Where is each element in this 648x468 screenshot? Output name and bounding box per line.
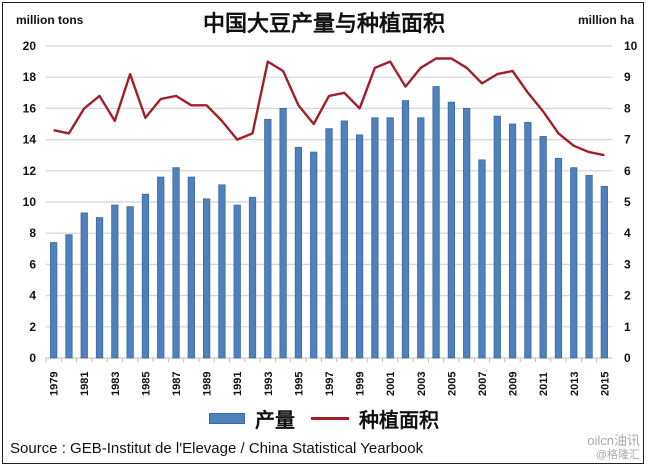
legend-label-area: 种植面积 [359,408,439,432]
x-axis-tick-label: 2005 [446,372,458,396]
bar-production [340,120,348,359]
left-axis-tick: 4 [29,289,36,303]
x-axis-tick-label: 2003 [416,372,428,396]
bar-production [508,123,517,359]
bar-production [539,136,547,359]
left-axis-tick: 6 [29,257,36,271]
bar-production [325,128,333,359]
right-axis-tick: 1 [624,320,631,334]
bar-production [432,86,440,359]
right-axis-tick: 5 [624,195,631,209]
right-axis-tick: 7 [624,133,631,147]
left-axis-tick: 20 [23,39,37,53]
bar-production [65,234,73,359]
bar-production [570,167,578,359]
bar-production [600,185,608,359]
bar-production [463,108,471,359]
bar-production [294,146,303,359]
left-axis-tick: 12 [23,164,37,178]
bar-production [172,167,180,359]
bar-production [141,193,150,359]
x-axis-tick-label: 2009 [508,372,520,396]
bar-production [264,118,272,359]
right-axis-tick: 9 [624,70,631,84]
x-axis-tick-label: 2011 [538,372,550,396]
left-axis-tick: 0 [29,351,36,365]
x-axis-tick-label: 1983 [110,372,122,396]
line-planted-area [53,57,605,157]
x-axis-tick-label: 1981 [79,372,91,396]
bar-production [126,206,134,359]
bar-production [371,117,379,359]
bar-production [203,198,211,359]
right-axis-tick: 4 [624,226,631,240]
bar-production [111,204,119,359]
right-axis-tick: 2 [624,289,631,303]
bar-production [187,176,195,359]
x-axis-tick-label: 1995 [293,372,305,396]
left-axis-unit: million tons [16,13,84,27]
right-axis-unit: million ha [577,13,634,27]
bar-production [401,100,410,359]
left-axis-tick: 14 [23,133,37,147]
left-axis-tick: 8 [29,226,36,240]
bar-production [248,196,257,359]
bar-production [447,101,455,359]
x-axis-tick-label: 1997 [324,372,336,396]
right-axis-tick: 8 [624,101,631,115]
bar-production [386,117,394,359]
x-axis-tick-label: 1985 [140,372,152,396]
x-axis-tick-label: 1999 [355,372,367,396]
x-axis-tick-label: 2007 [477,372,489,396]
source-note: Source : GEB-Institut de l'Elevage / Chi… [10,440,424,457]
chart-legend: 产量 种植面积 [0,404,648,433]
left-axis-tick: 2 [29,320,36,334]
bar-production [95,217,104,359]
bar-production [157,176,165,359]
right-axis-tick: 6 [624,164,631,178]
right-axis-tick: 0 [624,351,631,365]
bar-production [585,175,593,359]
bar-production [50,242,58,359]
bar-production [355,134,364,359]
bar-swatch-icon [209,413,245,424]
bar-production [310,151,318,359]
x-axis-tick-label: 1991 [232,372,244,396]
bar-production [554,157,563,359]
right-axis-tick: 3 [624,257,631,271]
legend-label-production: 产量 [255,408,295,432]
bar-production [218,184,226,359]
watermark-line2: @格隆汇 [595,449,640,461]
x-axis-tick-label: 2013 [569,372,581,396]
x-axis-tick-label: 1979 [49,372,61,396]
right-axis-tick: 10 [624,39,638,53]
x-axis-tick-label: 2015 [599,372,611,396]
bar-production [80,212,88,359]
left-axis-tick: 18 [23,70,37,84]
bar-production [493,115,501,359]
left-axis-tick: 10 [23,195,37,209]
left-axis-tick: 16 [23,101,37,115]
x-axis-tick-label: 1993 [263,372,275,396]
bar-production [524,122,532,359]
line-swatch-icon [311,417,349,420]
chart-title: 中国大豆产量与种植面积 [202,12,445,37]
watermark: oilcn油讯 @格隆汇 [587,434,640,462]
legend-item-area: 种植面积 [311,404,439,433]
x-axis-tick-label: 1987 [171,372,183,396]
x-axis-tick-label: 1989 [202,372,214,396]
bar-production [417,117,425,359]
bar-production [279,108,287,359]
watermark-line1: oilcn油讯 [587,433,640,448]
x-axis-tick-label: 2001 [385,372,397,396]
bar-production [233,204,241,359]
legend-item-production: 产量 [209,404,295,433]
bar-production [478,159,486,359]
